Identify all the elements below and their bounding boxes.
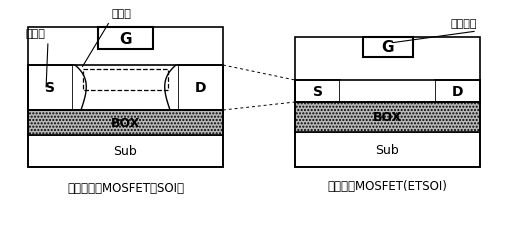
Bar <box>340 81 435 103</box>
Bar <box>28 135 223 167</box>
Bar <box>435 81 480 103</box>
Text: 部分耗尽型MOSFET（SOI）: 部分耗尽型MOSFET（SOI） <box>67 181 184 194</box>
Text: Sub: Sub <box>375 143 399 156</box>
Text: G: G <box>381 40 394 55</box>
Text: BOX: BOX <box>373 111 402 124</box>
Bar <box>28 66 223 110</box>
Text: Sub: Sub <box>114 145 137 158</box>
Bar <box>28 66 73 110</box>
Bar <box>295 81 340 103</box>
Bar <box>295 103 480 132</box>
Bar <box>28 28 223 167</box>
Bar <box>73 66 178 110</box>
Bar <box>28 110 223 135</box>
Text: 全耗尽型MOSFET(ETSOI): 全耗尽型MOSFET(ETSOI) <box>328 179 448 192</box>
Bar <box>363 38 412 58</box>
Text: 中性层: 中性层 <box>26 29 46 39</box>
Text: G: G <box>119 31 132 46</box>
Text: 耗尽层: 耗尽层 <box>112 9 132 19</box>
Text: 全耗尽层: 全耗尽层 <box>451 19 477 29</box>
Text: D: D <box>195 81 206 95</box>
Bar <box>295 81 480 103</box>
Bar <box>83 69 168 90</box>
Text: S: S <box>312 85 323 99</box>
Text: S: S <box>46 81 55 95</box>
Bar <box>295 132 480 167</box>
Bar <box>295 38 480 167</box>
Bar <box>28 110 223 135</box>
Bar <box>178 66 223 110</box>
Bar <box>98 28 153 50</box>
Text: BOX: BOX <box>111 116 140 129</box>
Text: D: D <box>452 85 463 99</box>
Bar <box>295 103 480 132</box>
